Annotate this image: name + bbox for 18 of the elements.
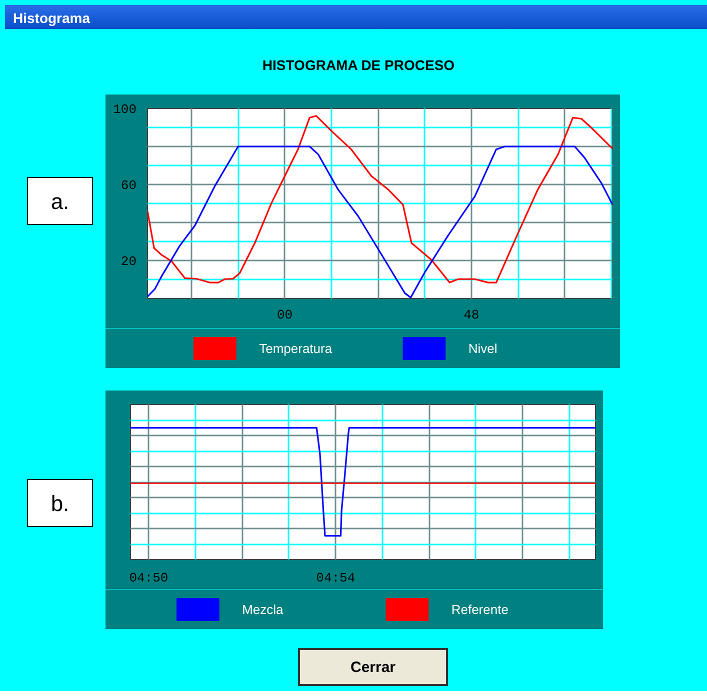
x-tick-label: 48 [464, 308, 480, 322]
chart-title: HISTOGRAMA DE PROCESO [262, 56, 455, 75]
text: b. [50, 490, 70, 518]
legend-label: Temperatura [259, 341, 333, 356]
x-tick-label: 04:50 [129, 570, 168, 586]
legend-label: Mezcla [242, 602, 284, 617]
text: Cerrar [350, 658, 396, 678]
y-tick-label: 100 [113, 102, 136, 117]
line-series [148, 115, 612, 284]
text: a. [50, 188, 70, 216]
x-tick-label: 04:54 [316, 570, 356, 586]
x-tick-label: 00 [276, 308, 293, 322]
legend-label: Referente [451, 602, 508, 617]
line-series [148, 146, 612, 298]
legend-label: Nivel [468, 341, 498, 356]
text: Histograma [13, 9, 90, 28]
y-tick-label: 20 [120, 254, 137, 269]
y-tick-label: 60 [120, 178, 137, 193]
